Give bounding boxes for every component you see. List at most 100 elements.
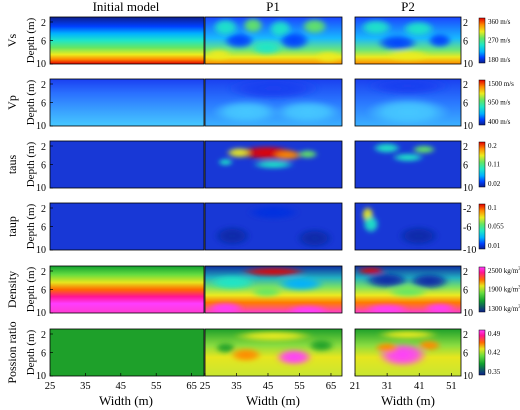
panel-poisson-p2 — [354, 328, 462, 377]
panel-frame — [354, 140, 462, 189]
right-depth-tick-label: 10 — [463, 371, 473, 382]
depth-axis-label: Depth (m) — [25, 329, 37, 375]
panel-frame — [354, 328, 462, 377]
field-anomaly — [374, 342, 400, 354]
field-anomalies — [206, 266, 330, 313]
depth-tick-label: 2 — [41, 18, 46, 29]
depth-tick-label: 10 — [36, 371, 46, 382]
right-depth-tick-label: 6 — [463, 161, 468, 172]
right-depth-tick-label: 2 — [463, 330, 468, 341]
panel-taup-initial — [49, 202, 205, 251]
colorbar-label: 360 m/s — [488, 18, 511, 26]
depth-axis-label: Depth (m) — [25, 141, 37, 187]
depth-tick-label: 2 — [41, 330, 46, 341]
field-anomaly — [211, 100, 281, 124]
panel-taus-initial — [49, 140, 205, 189]
colorbar-gradient — [478, 266, 486, 313]
field-anomaly — [285, 305, 330, 313]
colorbar-label: 0.02 — [488, 180, 501, 188]
x-tick-label: 31 — [382, 381, 393, 392]
row-density-labels: Density Depth (m) 2 6 10 2 6 10 — [5, 266, 473, 319]
field-anomaly — [356, 266, 386, 275]
colorbar-label: 0.2 — [488, 142, 497, 150]
colorbar-label: 180 m/s — [488, 56, 511, 64]
panel-frame — [354, 202, 462, 251]
field-anomaly — [296, 149, 319, 159]
field-anomalies — [213, 204, 334, 249]
row-taup-labels: taup Depth (m) 2 6 10 -2 -6 -10 — [5, 203, 476, 256]
depth-tick-label: 10 — [36, 59, 46, 70]
right-depth-tick-label: 2 — [463, 18, 468, 29]
field-anomaly — [422, 302, 457, 313]
row-taus-labels: taus Depth (m) 2 6 10 2 6 10 — [5, 141, 473, 194]
field-anomalies — [205, 17, 342, 63]
right-depth-tick-label: 10 — [463, 59, 473, 70]
field-background — [50, 17, 204, 64]
field-anomalies — [365, 79, 451, 126]
depth-tick-label: 6 — [41, 37, 46, 48]
x-axis-label-initial: Width (m) — [99, 393, 153, 408]
field-anomaly — [371, 142, 402, 154]
column-title-p2: P2 — [401, 0, 415, 14]
field-anomaly — [251, 159, 296, 170]
colorbar-gradient — [478, 79, 486, 126]
column-title-p1: P1 — [266, 0, 280, 14]
depth-axis-label: Depth (m) — [25, 203, 37, 249]
field-anomaly — [384, 49, 432, 62]
row-vs-labels: Vs Depth (m) 2 6 10 2 6 10 — [5, 17, 473, 70]
right-depth-tick-label: 6 — [463, 99, 468, 110]
field-anomaly — [241, 17, 264, 34]
field-anomaly — [300, 17, 329, 35]
x-tick-label: 41 — [414, 381, 425, 392]
depth-tick-label: 2 — [41, 80, 46, 91]
x-axis-label-p1: Width (m) — [246, 393, 300, 408]
field-anomaly — [276, 276, 326, 292]
panel-poisson-initial — [49, 328, 205, 377]
field-anomaly — [363, 303, 411, 313]
row-label-taus: taus — [5, 155, 19, 175]
field-anomaly — [427, 32, 453, 49]
right-depth-tick-label: 2 — [463, 142, 468, 153]
field-anomaly — [401, 20, 436, 38]
colorbar-gradient — [478, 203, 486, 250]
field-background — [50, 329, 204, 376]
field-anomaly — [365, 79, 451, 96]
x-tick-label: 35 — [80, 381, 91, 392]
field-anomalies — [359, 18, 453, 62]
field-anomaly — [397, 225, 440, 247]
depth-tick-label: 6 — [41, 223, 46, 234]
right-depth-tick-label: 10 — [463, 183, 473, 194]
field-anomaly — [250, 40, 284, 56]
field-anomaly — [205, 48, 233, 61]
depth-axis-label: Depth (m) — [25, 79, 37, 125]
field-anomalies — [361, 206, 440, 247]
field-anomaly — [246, 204, 301, 220]
field-anomaly — [307, 338, 336, 353]
x-tick-label: 25 — [45, 381, 56, 392]
depth-tick-label: 10 — [36, 245, 46, 256]
colorbar-label: 2500 kg/m3 — [488, 267, 520, 275]
field-background — [50, 266, 204, 313]
x-tick-label: 35 — [231, 381, 242, 392]
field-background — [50, 203, 204, 250]
panel-taus-p2 — [354, 140, 462, 189]
panel-frame — [204, 78, 343, 127]
x-tick-label: 65 — [186, 381, 197, 392]
panel-density-initial — [49, 265, 205, 314]
panel-frame — [204, 265, 343, 314]
depth-tick-label: 10 — [36, 121, 46, 132]
row-label-vs: Vs — [5, 34, 19, 48]
field-anomaly — [277, 31, 311, 50]
field-anomaly — [250, 286, 284, 298]
right-depth-tick-label: -6 — [463, 223, 471, 234]
colorbar-label: 400 m/s — [488, 118, 511, 126]
column-title-initial: Initial model — [93, 0, 160, 14]
x-tick-label: 25 — [200, 381, 211, 392]
colorbar-label: 0.01 — [488, 242, 501, 250]
field-anomaly — [416, 339, 442, 352]
panel-frame — [204, 328, 343, 377]
colorbar-poisson: 0.49 0.42 0.35 — [478, 329, 501, 376]
colorbar-label: 0.1 — [488, 204, 497, 212]
panel-density-p2 — [354, 265, 462, 314]
depth-tick-label: 2 — [41, 204, 46, 215]
